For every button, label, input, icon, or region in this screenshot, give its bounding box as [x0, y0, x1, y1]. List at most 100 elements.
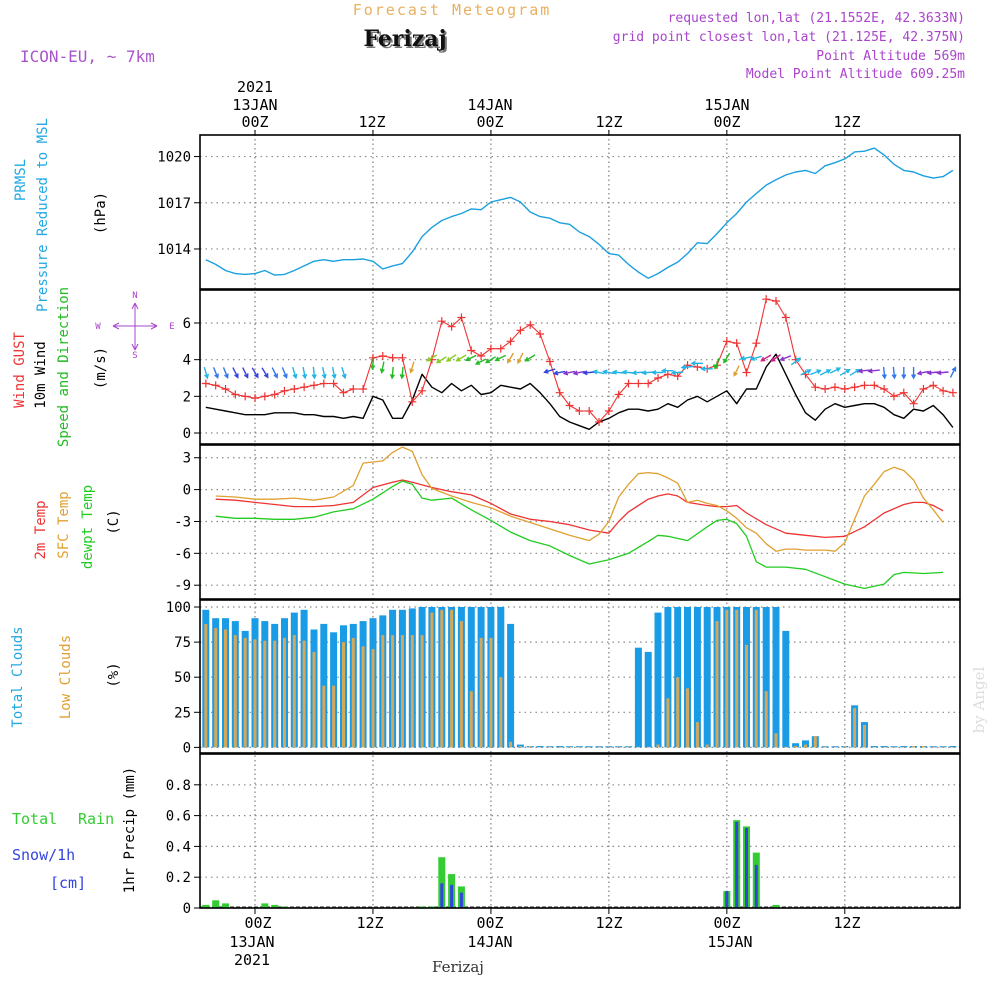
temp-dew-label: dewpt Temp	[80, 485, 96, 569]
temp-ytick-label-1: 0	[183, 483, 191, 499]
total-cloud-bar-48	[664, 607, 672, 748]
low-cloud-bar-36	[548, 746, 552, 748]
low-cloud-bar-63	[813, 736, 817, 748]
low-cloud-bar-64	[823, 746, 827, 748]
total-cloud-bar-45	[634, 647, 642, 748]
precip-rain-label: Rain	[78, 810, 114, 828]
low-cloud-bar-67	[853, 708, 857, 748]
wind-direction-arrow-35	[572, 370, 585, 376]
total-cloud-bar-72	[900, 746, 908, 748]
low-cloud-bar-27	[459, 621, 463, 748]
low-cloud-bar-38	[568, 746, 572, 748]
wind-direction-arrow-37	[592, 369, 605, 375]
clouds-ytick-label-1: 25	[174, 705, 191, 721]
gust-marker-41	[595, 418, 604, 426]
low-cloud-bar-55	[735, 609, 739, 748]
wind-unit: (m/s)	[93, 347, 109, 389]
temp-ytick-label-0: 3	[183, 451, 191, 467]
low-cloud-bar-46	[646, 746, 650, 748]
gust-marker-15	[339, 388, 348, 397]
low-cloud-bar-16	[351, 637, 355, 748]
wind-direction-arrow-52	[739, 355, 753, 361]
gust-marker-9	[280, 386, 289, 395]
wind-dir-label: Speed and Direction	[56, 287, 72, 447]
low-cloud-bar-9	[283, 637, 286, 748]
gust-marker-77	[948, 388, 957, 397]
low-cloud-bar-12	[312, 651, 316, 748]
wind-direction-arrow-55	[770, 354, 781, 362]
wind-direction-arrow-45	[670, 370, 684, 376]
temp-ytick-label-4: -9	[174, 578, 191, 594]
gust-marker-5	[241, 392, 250, 401]
wind-direction-arrow-2	[212, 367, 219, 379]
precip-ytick-label-3: 0.6	[166, 809, 191, 825]
low-cloud-bar-2	[214, 628, 218, 748]
wind-direction-arrow-46	[680, 364, 694, 370]
compass-n: N	[132, 291, 137, 301]
gust-marker-67	[850, 383, 859, 392]
gust-marker-64	[821, 385, 830, 393]
gust-marker-32	[506, 337, 515, 346]
wind-direction-arrow-3	[222, 367, 229, 379]
gust-marker-21	[398, 353, 407, 362]
pressure-label-1: PRMSL	[13, 159, 29, 201]
wind-direction-arrow-64	[857, 368, 870, 374]
gust-marker-35	[536, 330, 545, 338]
low-cloud-bar-70	[882, 746, 886, 748]
gust-marker-56	[742, 368, 751, 377]
point-altitude: Point Altitude 569m	[816, 49, 965, 64]
gust-marker-3	[221, 385, 230, 393]
wind-direction-arrow-73	[949, 366, 957, 378]
pressure-line-0	[205, 147, 954, 279]
cloud-unit: (%)	[106, 662, 122, 687]
temp-line-dewpt-temp	[215, 480, 944, 590]
low-cloud-bar-11	[302, 640, 306, 748]
total-cloud-bar-46	[644, 651, 652, 748]
wind-direction-arrow-19	[399, 366, 405, 380]
total-cloud-bar-69	[870, 746, 878, 748]
wind-direction-arrow-72	[936, 370, 949, 376]
compass-e: E	[169, 322, 174, 332]
gust-marker-65	[830, 383, 839, 392]
low-cloud-bar-5	[243, 637, 247, 748]
gust-marker-36	[545, 357, 554, 366]
low-cloud-bar-39	[577, 746, 581, 748]
bottom-date-14jan: 14JAN	[467, 933, 512, 951]
wind-direction-arrow-6	[251, 367, 259, 379]
total-cloud-bar-47	[654, 612, 662, 748]
gust-marker-48	[663, 370, 672, 379]
precip-snow-label: Snow/1h	[12, 846, 75, 864]
temp-ytick-label-3: -6	[174, 546, 191, 562]
pressure-ytick-label-2: 1020	[157, 150, 191, 166]
low-cloud-bar-58	[764, 691, 768, 748]
total-cloud-bar-52	[703, 607, 711, 748]
low-cloud-bar-8	[273, 640, 277, 748]
gust-marker-34	[526, 320, 535, 329]
gust-marker-51	[693, 363, 702, 371]
low-cloud-bar-18	[371, 649, 375, 748]
top-tick-label-0: 00Z	[241, 113, 268, 131]
wind-gust-label: Wind GUST	[12, 332, 28, 408]
precip-unit: 1hr Precip (mm)	[122, 767, 138, 893]
low-cloud-bar-37	[558, 746, 562, 748]
total-cloud-bar-70	[880, 746, 888, 748]
pressure-frame	[199, 134, 961, 290]
low-cloud-bar-42	[607, 746, 611, 748]
precip-ytick-label-4: 0.8	[166, 778, 191, 794]
low-cloud-bar-20	[391, 635, 395, 748]
low-cloud-bar-54	[725, 609, 729, 748]
wind-direction-arrow-47	[690, 360, 703, 366]
gust-marker-14	[329, 379, 338, 388]
low-cloud-bar-7	[263, 640, 267, 748]
data-layer	[200, 147, 960, 908]
top-date-14jan: 14JAN	[467, 96, 512, 114]
low-cloud-bar-65	[833, 746, 837, 748]
low-cloud-bar-33	[518, 746, 522, 748]
low-cloud-bar-24	[430, 612, 434, 748]
rain-bar-18	[772, 904, 780, 908]
low-cloud-bar-62	[804, 744, 807, 748]
pressure-panel-labels: PRMSL Pressure Reduced to MSL (hPa)	[13, 118, 109, 312]
low-cloud-bar-48	[666, 698, 670, 748]
page-title: Forecast Meteogram	[353, 1, 552, 19]
